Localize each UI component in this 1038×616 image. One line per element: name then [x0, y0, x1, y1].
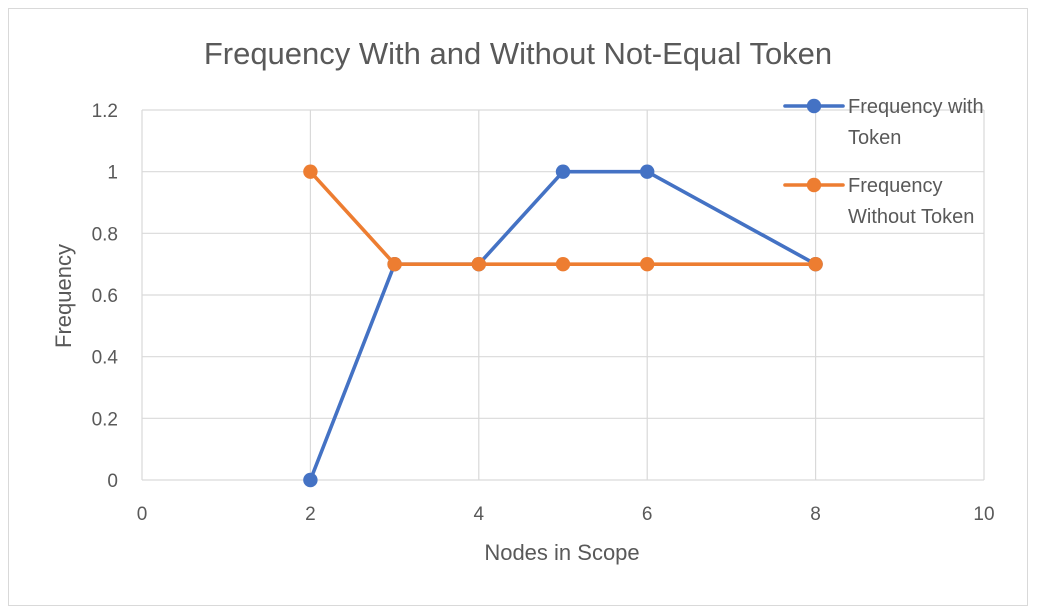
data-point [303, 472, 318, 488]
legend-item-2: Frequency Without Token [783, 175, 974, 228]
series-line [308, 169, 818, 482]
legend-label-line: Frequency with [848, 96, 984, 118]
x-tick-label: 6 [642, 504, 653, 525]
data-point [808, 256, 823, 272]
y-tick-label: 1 [107, 163, 118, 184]
legend-label-line: Token [848, 127, 901, 149]
data-point [471, 256, 486, 272]
legend-label-line: Frequency [848, 175, 943, 197]
y-tick-label: 0.8 [92, 224, 118, 245]
legend-item-1: Frequency with Token [783, 96, 984, 149]
series-layer [303, 164, 823, 488]
y-tick-label: 0 [107, 471, 118, 492]
legend-label-line: Without Token [848, 206, 974, 228]
x-tick-label: 2 [305, 504, 316, 525]
chart-frame [8, 8, 1028, 606]
legend-marker [806, 177, 822, 193]
x-axis-label: Nodes in Scope [484, 540, 639, 565]
x-tick-label: 10 [973, 504, 994, 525]
data-point [555, 164, 571, 179]
legend-marker [806, 98, 822, 114]
series-line [308, 169, 818, 266]
series-2 [303, 164, 823, 272]
data-point [555, 256, 571, 272]
chart-title: Frequency With and Without Not-Equal Tok… [204, 36, 832, 71]
x-tick-label: 4 [474, 504, 485, 525]
y-tick-label: 0.2 [92, 409, 118, 430]
axis-ticks: 0 0.2 0.4 0.6 0.8 1 1.2 0 2 4 6 8 10 [92, 101, 995, 525]
x-tick-label: 8 [810, 504, 821, 525]
y-tick-label: 0.4 [92, 348, 119, 369]
legend: Frequency with Token Frequency Without Toke… [783, 96, 984, 228]
y-tick-label: 0.6 [92, 286, 118, 307]
series-1 [303, 164, 823, 488]
data-point [387, 256, 402, 272]
data-point [640, 256, 655, 272]
y-axis-label: Frequency [51, 244, 76, 348]
y-tick-label: 1.2 [92, 101, 118, 122]
data-point [303, 164, 318, 179]
x-tick-label: 0 [137, 504, 148, 525]
data-point [640, 164, 655, 179]
